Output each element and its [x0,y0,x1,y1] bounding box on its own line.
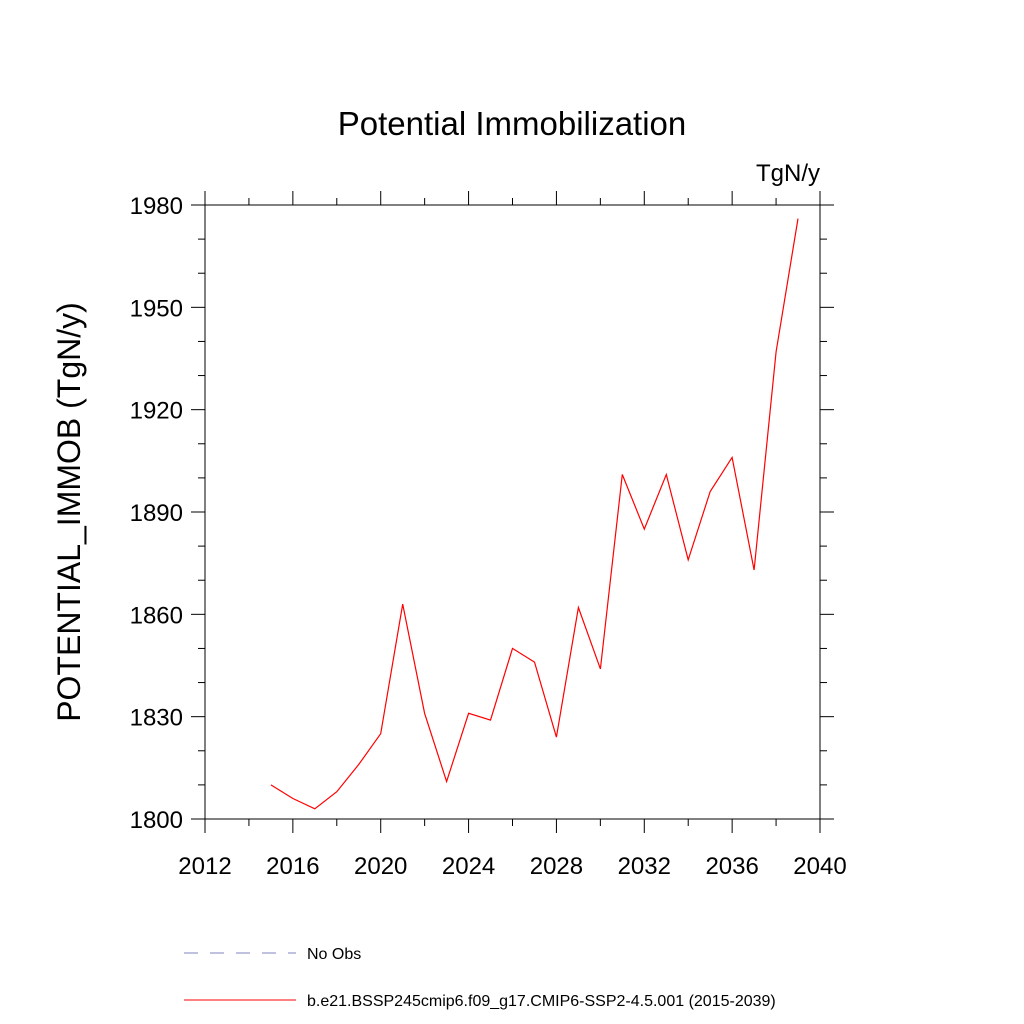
x-tick-label: 2012 [178,853,231,880]
y-tick-label: 1950 [130,295,183,322]
legend-label: No Obs [307,946,361,963]
y-tick-label: 1800 [130,807,183,834]
plot-frame [204,204,821,820]
units-label: TgN/y [756,160,820,187]
axis-ticks [191,191,834,833]
legend: No Obs b.e21.BSSP245cmip6.f09_g17.CMIP6-S… [184,946,776,1010]
y-tick-label: 1830 [130,705,183,732]
x-tick-label: 2040 [793,853,846,880]
series-line [270,218,799,810]
y-axis-label: POTENTIAL_IMMOB (TgN/y) [51,302,87,722]
x-tick-label: 2036 [705,853,758,880]
y-tick-label: 1980 [130,193,183,220]
x-tick-label: 2032 [618,853,671,880]
data-series [270,218,799,810]
x-tick-label: 2016 [266,853,319,880]
x-tick-label: 2020 [354,853,407,880]
y-tick-label: 1890 [130,500,183,527]
legend-label: b.e21.BSSP245cmip6.f09_g17.CMIP6-SSP2-4.… [307,993,776,1010]
x-tick-label: 2024 [442,853,495,880]
y-tick-label: 1860 [130,602,183,629]
chart-title: Potential Immobilization [338,105,687,142]
axis-tick-labels: 2012 2016 2020 2024 2028 2032 2036 2040 1800 1830… [130,193,847,880]
y-tick-label: 1920 [130,398,183,425]
x-tick-label: 2028 [530,853,583,880]
